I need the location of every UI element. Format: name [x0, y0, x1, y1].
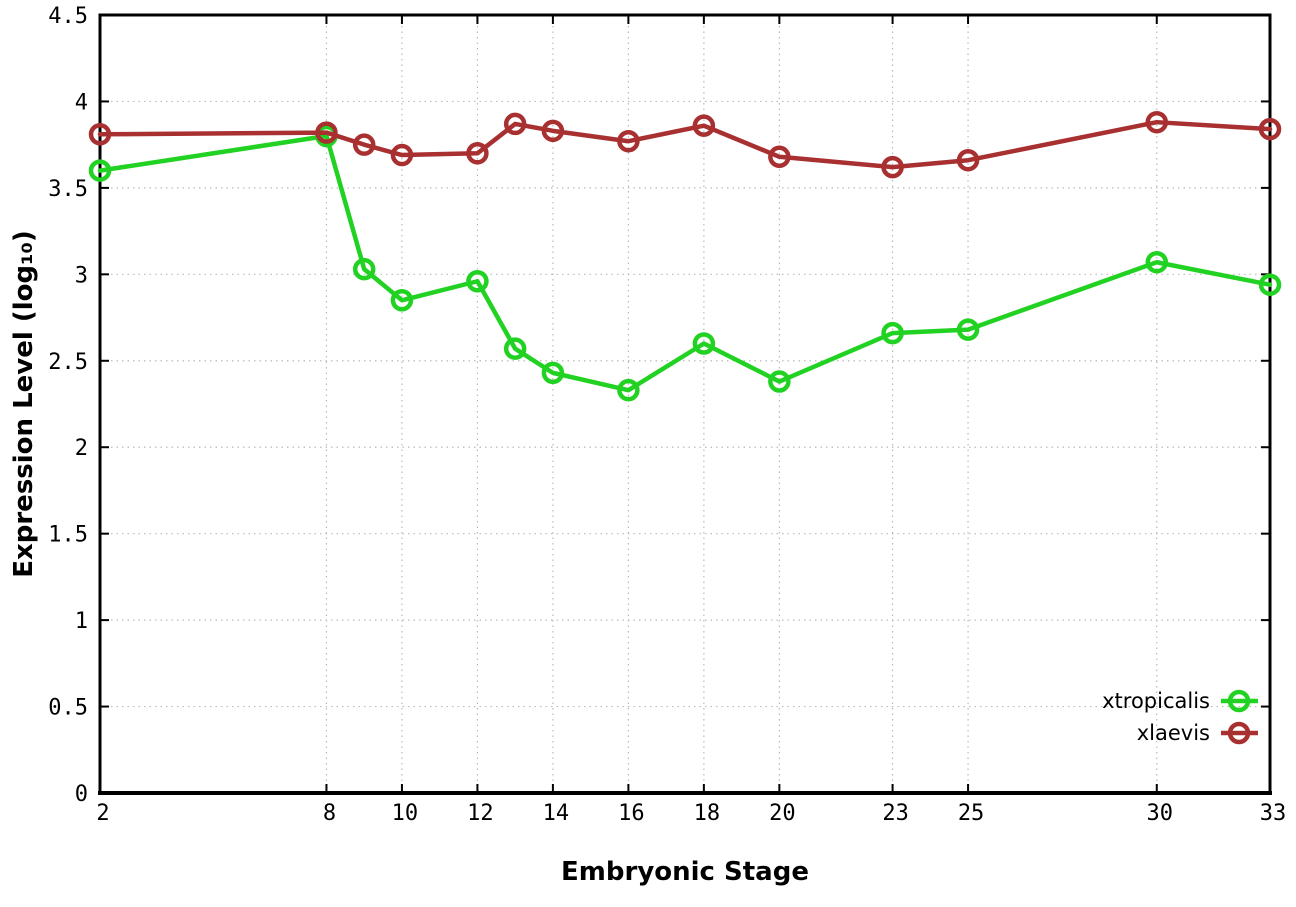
data-point-xtropicalis [88, 159, 112, 182]
x-tick-label: 33 [1260, 801, 1287, 826]
y-tick-label: 1.5 [48, 523, 88, 548]
y-tick-label: 4 [75, 90, 88, 115]
x-tick-label: 20 [769, 801, 796, 826]
y-tick-label: 3 [75, 263, 88, 288]
y-tick-label: 0 [75, 782, 88, 807]
data-point-xlaevis [315, 121, 338, 144]
data-point-xlaevis [466, 142, 489, 165]
legend: xtropicalis xlaevis [1102, 689, 1258, 745]
grid-lines [100, 15, 1270, 793]
legend-label-xtropicalis: xtropicalis [1102, 689, 1210, 713]
y-tick-label: 2 [75, 436, 88, 461]
series-line-xlaevis [97, 119, 1273, 170]
x-tick-label: 10 [392, 801, 419, 826]
x-tick-label: 23 [882, 801, 909, 826]
data-point-xlaevis [1145, 110, 1169, 134]
data-point-xlaevis [390, 143, 414, 167]
data-point-xlaevis [541, 119, 565, 143]
data-point-xlaevis [956, 148, 980, 172]
x-tick-label: 25 [958, 801, 985, 826]
data-point-xtropicalis [1145, 250, 1169, 274]
y-tick-label: 4.5 [48, 4, 88, 29]
tick-labels: 2 8 10 12 14 16 18 20 23 25 30 33 0 0.5 1 1.5 2 2.5 3 3.5 4 4… [48, 4, 1286, 826]
y-tick-label: 3.5 [48, 177, 88, 202]
data-point-xlaevis [352, 133, 376, 156]
data-point-xtropicalis [1258, 273, 1282, 296]
x-tick-label: 16 [618, 801, 645, 826]
data-point-xtropicalis [768, 370, 791, 393]
series-line-xtropicalis [97, 133, 1273, 393]
data-point-xtropicalis [956, 318, 980, 341]
x-tick-label: 14 [543, 801, 570, 826]
data-point-xlaevis [617, 129, 640, 153]
x-axis-title: Embryonic Stage [561, 857, 809, 887]
data-point-xlaevis [768, 145, 791, 169]
data-point-xlaevis [881, 155, 904, 179]
y-tick-label: 2.5 [48, 350, 88, 375]
y-tick-label: 0.5 [48, 696, 88, 721]
data-point-xtropicalis [617, 378, 640, 402]
x-tick-label: 8 [323, 801, 336, 826]
data-point-xtropicalis [881, 321, 904, 345]
legend-sample-marker [1227, 689, 1251, 713]
data-point-xtropicalis [466, 269, 489, 293]
x-tick-label: 30 [1147, 801, 1174, 826]
data-series [88, 110, 1282, 402]
data-point-xtropicalis [352, 257, 376, 281]
data-point-xlaevis [88, 123, 112, 146]
data-point-xtropicalis [541, 361, 565, 385]
legend-sample-marker [1227, 721, 1251, 745]
x-tick-label: 18 [694, 801, 721, 826]
data-point-xtropicalis [692, 332, 716, 355]
x-tick-label: 2 [96, 801, 109, 826]
legend-label-xlaevis: xlaevis [1137, 721, 1210, 745]
data-point-xlaevis [692, 114, 716, 137]
data-point-xtropicalis [390, 289, 414, 312]
y-axis-title: Expression Level (log₁₀) [9, 230, 39, 578]
data-point-xlaevis [503, 112, 527, 136]
x-tick-label: 12 [467, 801, 494, 826]
y-tick-label: 1 [75, 609, 88, 634]
data-point-xtropicalis [503, 337, 527, 360]
data-point-xlaevis [1258, 117, 1282, 141]
